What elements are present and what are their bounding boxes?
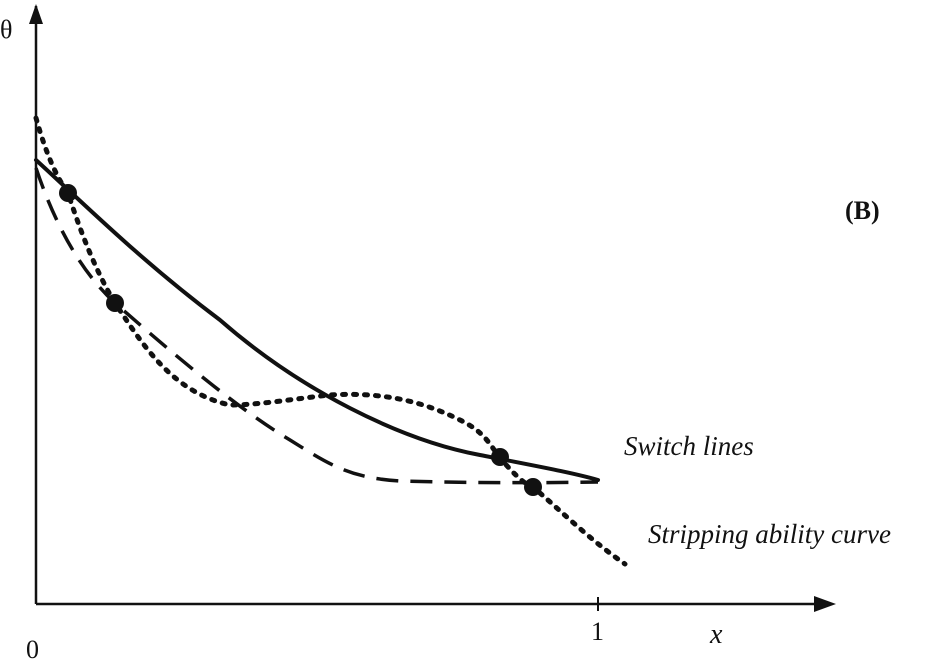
- stripping-ability-annotation: Stripping ability curve: [648, 519, 891, 549]
- stripping-ability-curve: [33, 115, 628, 567]
- switch-lines-annotation: Switch lines: [624, 431, 754, 461]
- panel-label: (B): [845, 196, 880, 225]
- solid-switch-line: [34, 158, 600, 482]
- x-axis-label: x: [709, 619, 723, 650]
- intersection-marker: [59, 184, 77, 202]
- intersection-marker: [106, 294, 124, 312]
- intersection-marker: [524, 478, 542, 496]
- origin-label: 0: [26, 635, 39, 661]
- y-axis-label: θ: [0, 15, 12, 44]
- y-axis-arrowhead: [29, 4, 43, 24]
- x-axis-arrowhead: [814, 596, 836, 612]
- dashed-switch-line: [34, 167, 599, 485]
- intersection-marker: [491, 448, 509, 466]
- x-tick-label: 1: [591, 617, 604, 646]
